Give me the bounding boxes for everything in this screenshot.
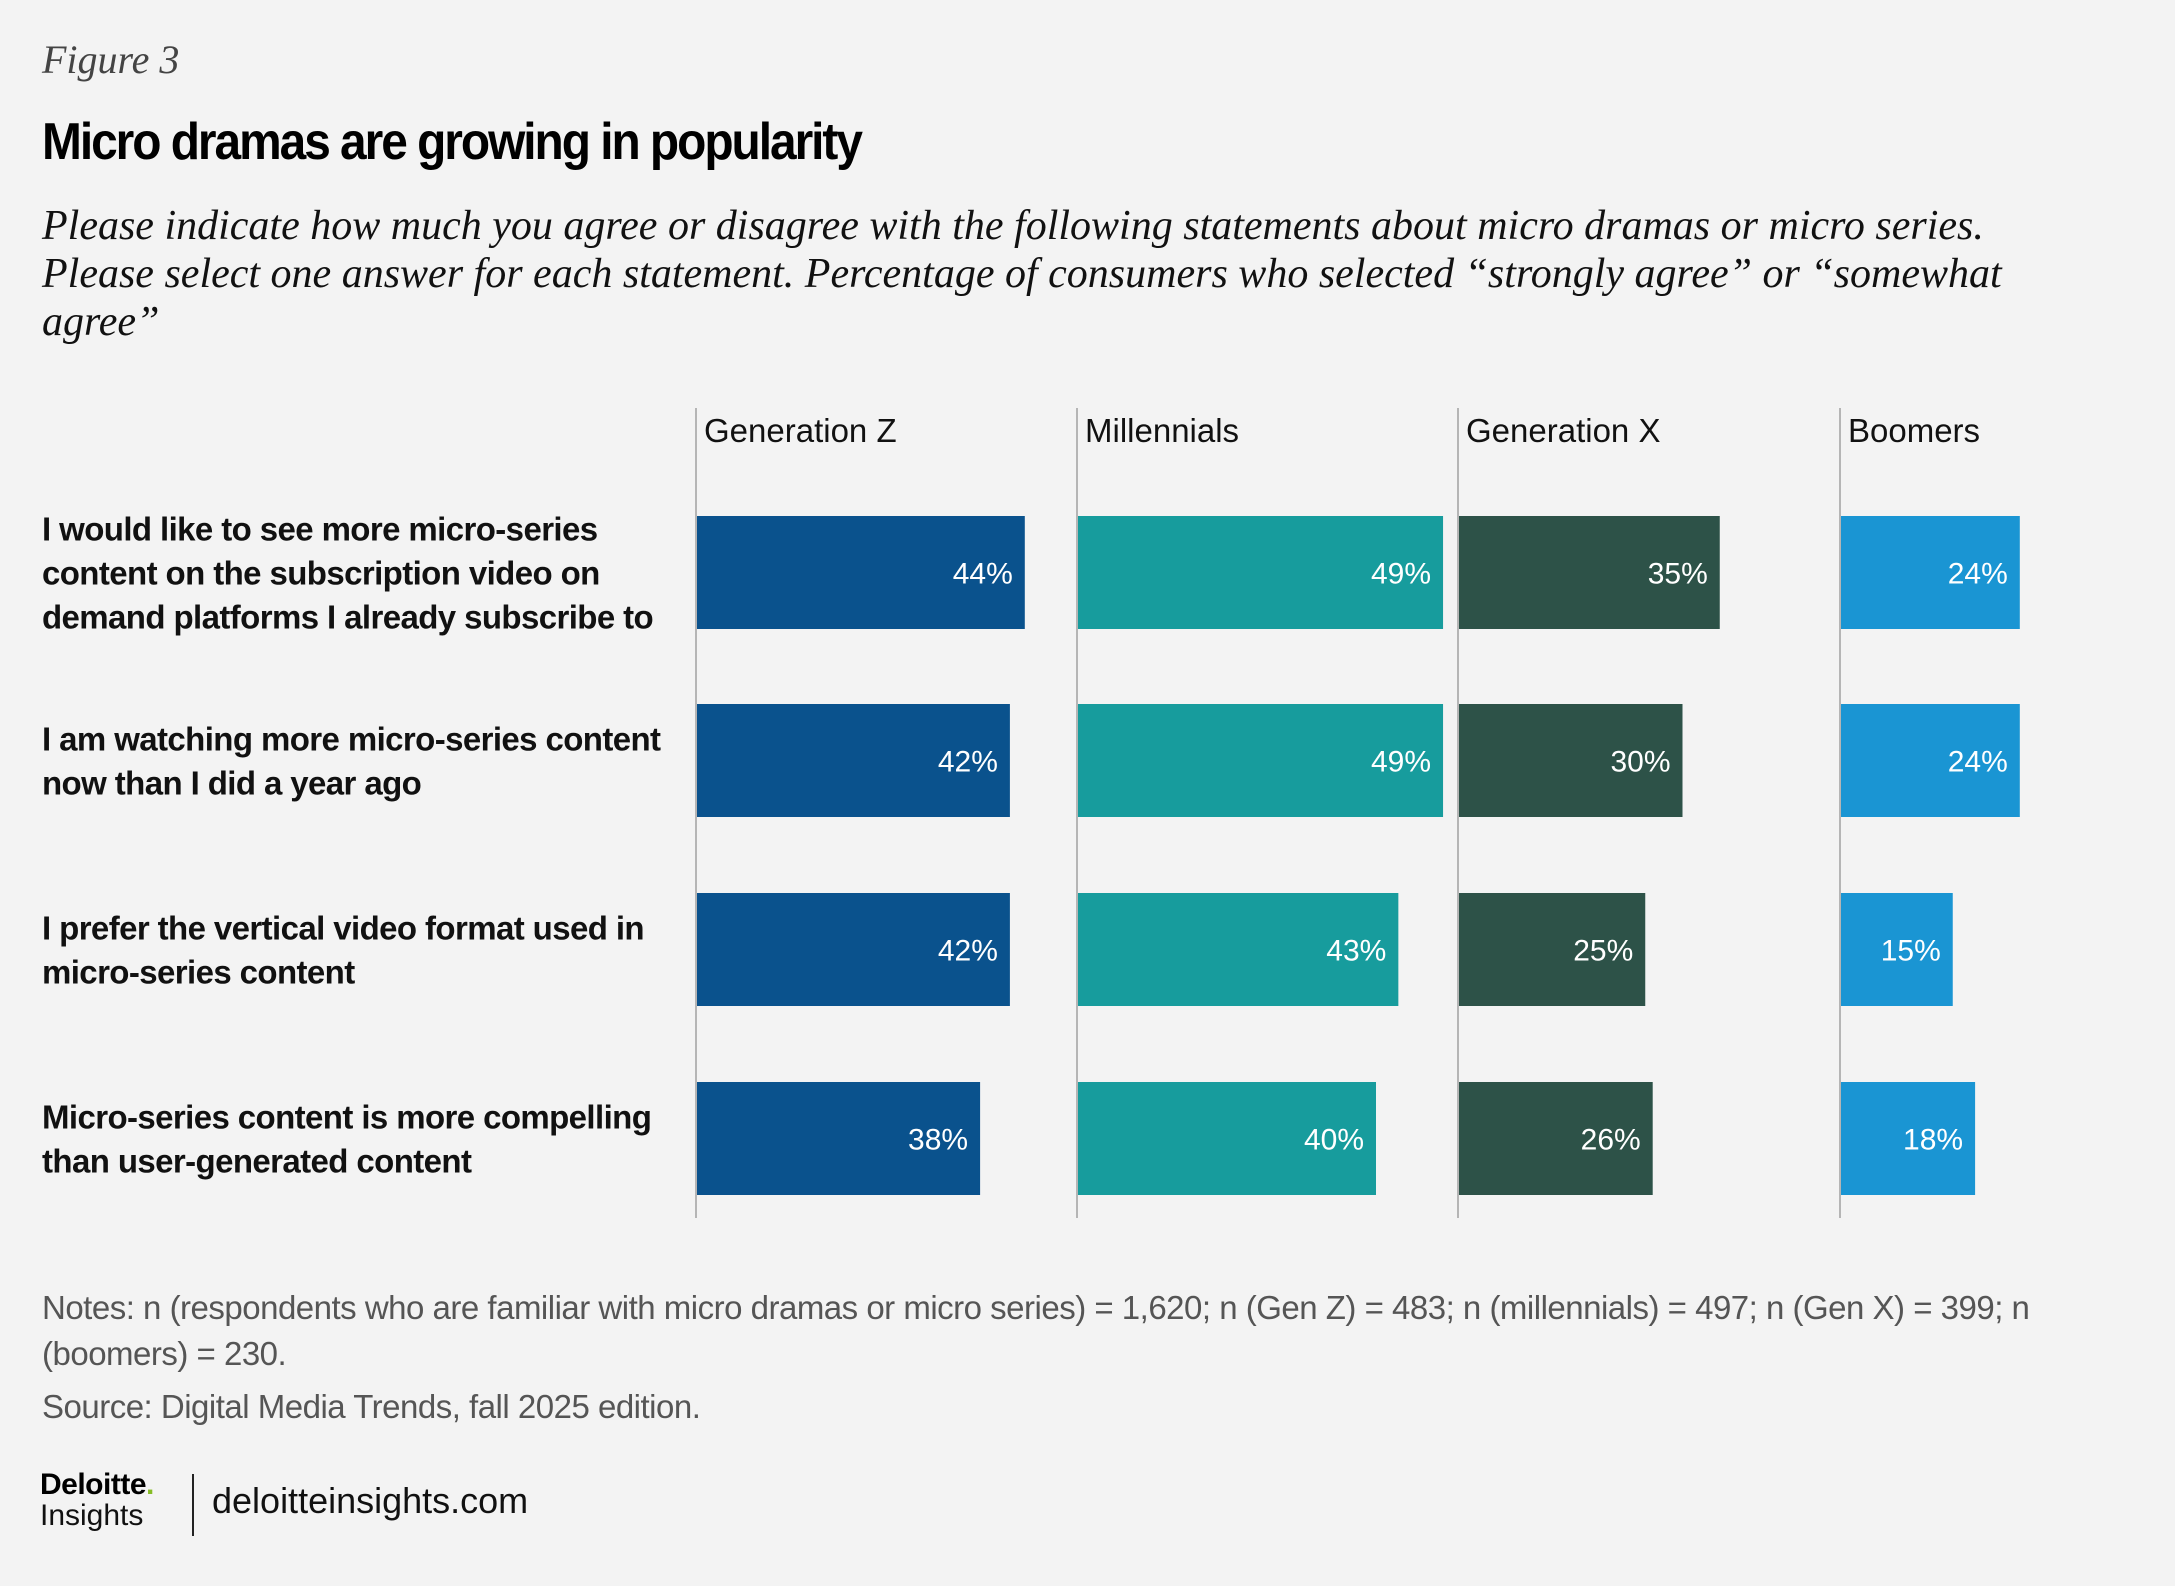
bar-value-label: 25% — [1573, 935, 1633, 968]
panel-header: Millennials — [1085, 412, 1239, 449]
row-label: I would like to see more micro-series con… — [42, 511, 653, 636]
bar — [1459, 516, 1720, 629]
bar-value-label: 42% — [938, 935, 998, 968]
bar-value-label: 26% — [1581, 1124, 1641, 1157]
bar — [1459, 1082, 1653, 1195]
row-label-line: than user-generated content — [42, 1143, 472, 1180]
bar — [1841, 1082, 1976, 1195]
figure-label: Figure 3 — [42, 37, 180, 82]
row-label-line: content on the subscription video on — [42, 555, 600, 592]
logo-divider — [192, 1474, 194, 1536]
bar — [1078, 704, 1444, 817]
website-link[interactable]: deloitteinsights.com — [212, 1480, 529, 1521]
bar-value-label: 42% — [938, 746, 998, 779]
row-label: I am watching more micro-series content n… — [42, 721, 661, 802]
bar-value-label: 24% — [1948, 746, 2008, 779]
bar — [1078, 1082, 1376, 1195]
bar-value-label: 18% — [1903, 1124, 1963, 1157]
bar-value-label: 30% — [1610, 746, 1670, 779]
row-label-line: I would like to see more micro-series — [42, 511, 598, 548]
bar — [697, 1082, 981, 1195]
bar-value-label: 15% — [1881, 935, 1941, 968]
panel-header: Generation Z — [704, 412, 897, 449]
panel-header: Boomers — [1848, 412, 1980, 449]
chart-source: Source: Digital Media Trends, fall 2025 … — [42, 1388, 701, 1425]
row-label-line: I am watching more micro-series content — [42, 721, 661, 758]
bar-value-label: 40% — [1304, 1124, 1364, 1157]
bar-value-label: 38% — [908, 1124, 968, 1157]
bar-value-label: 35% — [1648, 558, 1708, 591]
bar — [697, 704, 1010, 817]
bar-value-label: 49% — [1371, 558, 1431, 591]
bar-value-label: 49% — [1371, 746, 1431, 779]
row-label-line: now than I did a year ago — [42, 765, 421, 802]
row-label: Micro-series content is more compelling t… — [42, 1099, 651, 1180]
logo-green-dot: . — [146, 1468, 154, 1501]
logo-brand-text: Deloitte — [40, 1468, 147, 1501]
bar — [1841, 893, 1953, 1006]
bar-value-label: 24% — [1948, 558, 2008, 591]
bar — [1459, 893, 1646, 1006]
row-label: I prefer the vertical video format used … — [42, 910, 644, 991]
chart-subtitle: Please indicate how much you agree or di… — [42, 203, 2002, 345]
row-label-line: Micro-series content is more compelling — [42, 1099, 651, 1136]
bar — [1078, 516, 1444, 629]
bar — [697, 893, 1010, 1006]
row-label-line: I prefer the vertical video format used … — [42, 910, 644, 947]
bar — [1459, 704, 1683, 817]
bar-value-label: 43% — [1326, 935, 1386, 968]
bar-value-label: 44% — [953, 558, 1013, 591]
chart-title: Micro dramas are growing in popularity — [42, 113, 863, 171]
row-label-line: demand platforms I already subscribe to — [42, 599, 653, 636]
bar — [1841, 704, 2020, 817]
logo-brand: Deloitte. — [40, 1470, 154, 1500]
panel-header: Generation X — [1466, 412, 1660, 449]
bar — [1841, 516, 2020, 629]
bar — [697, 516, 1025, 629]
row-label-line: micro-series content — [42, 954, 355, 991]
logo-sub: Insights — [40, 1499, 144, 1532]
bar — [1078, 893, 1399, 1006]
chart-notes: Notes: n (respondents who are familiar w… — [42, 1289, 2030, 1372]
deloitte-insights-logo: Deloitte. Insights — [40, 1470, 154, 1532]
